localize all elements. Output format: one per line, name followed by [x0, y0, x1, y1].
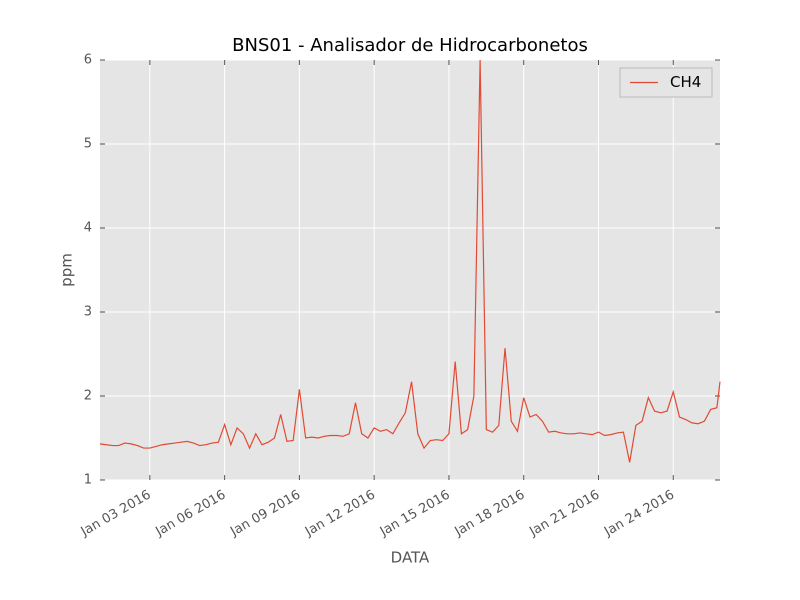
x-tick-label: Jan 24 2016: [601, 488, 677, 540]
y-tick-label: 1: [84, 473, 92, 488]
y-axis-label: ppm: [58, 253, 76, 287]
x-tick-label: Jan 21 2016: [526, 488, 602, 540]
y-tick-label: 3: [84, 305, 92, 320]
series-line: [99, 59, 721, 463]
y-tick-label: 4: [84, 221, 92, 236]
legend-label: CH4: [670, 73, 701, 91]
x-tick-label: Jan 18 2016: [452, 488, 528, 540]
y-tick-label: 6: [84, 53, 92, 68]
chart-title: BNS01 - Analisador de Hidrocarbonetos: [232, 35, 588, 56]
x-tick-label: Jan 03 2016: [78, 488, 154, 540]
plot-area: [100, 60, 720, 480]
x-tick-label: Jan 09 2016: [227, 488, 303, 540]
x-tick-label: Jan 06 2016: [153, 488, 229, 540]
x-tick-label: Jan 12 2016: [302, 488, 378, 540]
y-tick-label: 2: [84, 389, 92, 404]
x-tick-label: Jan 15 2016: [377, 488, 453, 540]
x-axis-label: DATA: [391, 549, 430, 567]
y-tick-label: 5: [84, 137, 92, 152]
marks: [99, 59, 721, 463]
grid: [100, 59, 720, 481]
